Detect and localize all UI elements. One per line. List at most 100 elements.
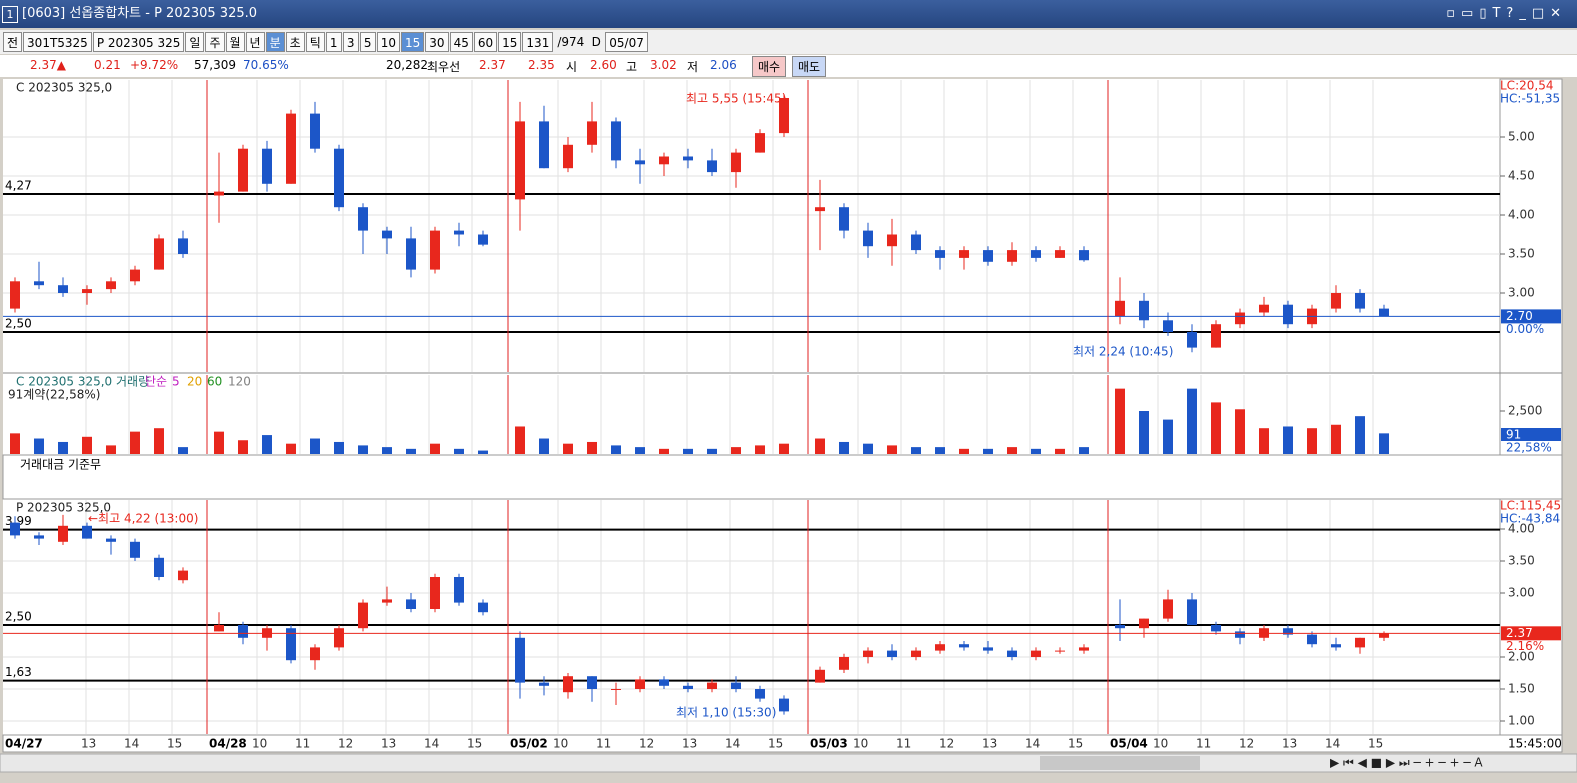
x-hour-label: 11 bbox=[896, 737, 911, 751]
level-label: 2,50 bbox=[5, 317, 32, 331]
toolbar-button[interactable]: 일 bbox=[185, 32, 205, 52]
candle-body bbox=[1163, 599, 1173, 619]
toolbar-button[interactable]: 45 bbox=[449, 32, 473, 52]
y-axis-background bbox=[1499, 78, 1563, 736]
toolbar-button[interactable]: 301T5325 bbox=[23, 32, 92, 52]
y-tick-label: 4.50 bbox=[1508, 169, 1535, 183]
amount-label: 거래대금 기준무 bbox=[20, 458, 101, 472]
candle-body bbox=[935, 644, 945, 651]
volume-bar bbox=[34, 438, 44, 454]
candle-body bbox=[563, 144, 573, 169]
x-hour-label: 14 bbox=[424, 737, 439, 751]
volume-bar bbox=[539, 438, 549, 454]
toolbar-button[interactable]: 년 bbox=[245, 32, 265, 52]
volume-bar bbox=[430, 443, 440, 454]
toolbar-button[interactable]: 주 bbox=[205, 32, 225, 52]
toolbar-button[interactable]: 분 bbox=[265, 32, 285, 52]
toolbar-button[interactable]: D bbox=[591, 35, 601, 49]
candle-body bbox=[334, 628, 344, 648]
volume-bar bbox=[10, 433, 20, 454]
candle-body bbox=[238, 625, 248, 638]
volume-bar bbox=[659, 448, 669, 454]
toolbar-button[interactable]: P 202305 325 bbox=[92, 32, 185, 52]
candle-body bbox=[1235, 312, 1245, 325]
ma-period: 5 bbox=[172, 375, 180, 389]
window-controls[interactable]: ▫▭▯T?_□✕ bbox=[1446, 6, 1567, 21]
x-hour-label: 12 bbox=[1239, 737, 1254, 751]
volume-bar bbox=[214, 431, 224, 454]
open-label: 시 bbox=[566, 60, 578, 74]
volume-bar bbox=[310, 438, 320, 454]
x-date-label: 05/02 bbox=[510, 737, 548, 751]
candle-body bbox=[82, 289, 92, 293]
x-hour-label: 13 bbox=[682, 737, 697, 751]
current-price-label: 2.37 bbox=[1506, 626, 1533, 640]
candle-body bbox=[406, 599, 416, 609]
toolbar-button[interactable]: 5 bbox=[359, 32, 376, 52]
x-hour-label: 12 bbox=[639, 737, 654, 751]
y-tick-label: 3.00 bbox=[1508, 286, 1535, 300]
candle-body bbox=[1163, 320, 1173, 332]
volume-bar bbox=[478, 450, 488, 454]
candle-body bbox=[1187, 599, 1197, 625]
volume-bar bbox=[358, 445, 368, 454]
toolbar-button[interactable]: 60 bbox=[473, 32, 498, 52]
candle-body bbox=[539, 682, 549, 686]
scroll-controls[interactable]: ▶ ⏮ ◀ ■ ▶ ⏭ ─ + ─ + ─ A bbox=[1330, 756, 1483, 770]
buy-button[interactable]: 매수 bbox=[752, 56, 787, 77]
candle-body bbox=[1283, 628, 1293, 635]
candle-body bbox=[1031, 250, 1041, 258]
candle-body bbox=[1379, 633, 1389, 638]
volume-bar bbox=[238, 440, 248, 454]
candle-body bbox=[731, 152, 741, 173]
toolbar-button[interactable]: 30 bbox=[425, 32, 449, 52]
candle-body bbox=[130, 269, 140, 282]
current-price-box bbox=[1501, 626, 1561, 641]
candle-body bbox=[430, 230, 440, 270]
level-label: 1,63 bbox=[5, 665, 32, 679]
candle-body bbox=[1307, 634, 1317, 645]
toolbar-button[interactable]: 초 bbox=[285, 32, 305, 52]
x-hour-label: 10 bbox=[252, 737, 267, 751]
volume-current-pct: 22,58% bbox=[1506, 441, 1552, 455]
low-label: 저 bbox=[687, 60, 699, 74]
volume-bar bbox=[82, 436, 92, 454]
candle-body bbox=[731, 682, 741, 689]
candle-body bbox=[779, 98, 789, 134]
candle-body bbox=[1007, 650, 1017, 657]
x-hour-label: 13 bbox=[982, 737, 997, 751]
window-icon: 1 bbox=[2, 6, 18, 23]
candle-body bbox=[430, 577, 440, 609]
toolbar-button[interactable]: 131 bbox=[522, 32, 554, 52]
volume-summary: 91계약(22,58%) bbox=[8, 387, 100, 402]
volume-bar bbox=[130, 431, 140, 454]
volume-bar bbox=[1331, 424, 1341, 454]
toolbar-button[interactable]: 1 bbox=[325, 32, 342, 52]
volume-bar bbox=[1235, 409, 1245, 454]
candle-body bbox=[863, 650, 873, 657]
toolbar-button[interactable]: 3 bbox=[342, 32, 359, 52]
x-hour-label: 10 bbox=[1153, 737, 1168, 751]
candle-body bbox=[1079, 647, 1089, 651]
sell-button[interactable]: 매도 bbox=[792, 56, 827, 77]
toolbar-button[interactable]: 05/07 bbox=[605, 32, 648, 52]
candle-body bbox=[887, 234, 897, 247]
y-tick-label: 3.50 bbox=[1508, 247, 1535, 261]
x-hour-label: 14 bbox=[725, 737, 740, 751]
candle-body bbox=[1139, 618, 1149, 629]
scroll-thumb[interactable] bbox=[1040, 756, 1200, 770]
toolbar-button[interactable]: 월 bbox=[225, 32, 245, 52]
change-pct: +9.72% bbox=[130, 58, 179, 72]
toolbar-button[interactable]: 15 bbox=[401, 32, 425, 52]
level-label: 2,50 bbox=[5, 610, 32, 624]
toolbar-button[interactable]: 15 bbox=[498, 32, 522, 52]
volume-bar bbox=[935, 447, 945, 454]
toolbar-button[interactable]: 틱 bbox=[305, 32, 325, 52]
toolbar-button[interactable]: 전 bbox=[3, 32, 23, 52]
candle-body bbox=[911, 234, 921, 251]
high-note: ←최고 4,22 (13:00) bbox=[88, 512, 198, 526]
candle-body bbox=[358, 207, 368, 231]
toolbar-button[interactable]: 10 bbox=[376, 32, 401, 52]
toolbar-button[interactable]: /974 bbox=[557, 35, 585, 49]
